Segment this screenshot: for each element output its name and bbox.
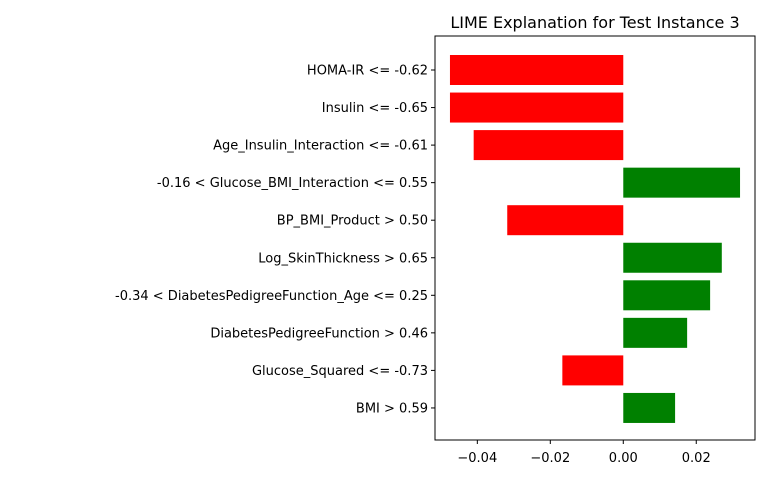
x-tick-label: 0.00 (609, 451, 638, 466)
bar (623, 392, 676, 423)
x-tick-label: −0.04 (457, 451, 497, 466)
y-tick-label: Age_Insulin_Interaction <= -0.61 (213, 139, 428, 154)
x-tick-label: 0.02 (682, 451, 711, 466)
axes: HOMA-IR <= -0.62 Insulin <= -0.65 Age_Insu… (115, 64, 711, 467)
y-tick-label: Glucose_Squared <= -0.73 (252, 364, 428, 379)
bar (473, 130, 624, 161)
bars-layer (449, 55, 741, 423)
bar (623, 167, 741, 198)
y-tick-label: Log_SkinThickness > 0.65 (258, 251, 428, 266)
x-tick-label: −0.02 (530, 451, 570, 466)
chart-title: LIME Explanation for Test Instance 3 (450, 13, 739, 32)
bar (507, 205, 624, 236)
y-tick-label: BP_BMI_Product > 0.50 (277, 214, 428, 229)
bar (562, 355, 624, 386)
plot-frame (434, 35, 756, 441)
y-tick-label: Insulin <= -0.65 (322, 101, 428, 116)
y-tick-label: -0.34 < DiabetesPedigreeFunction_Age <= … (115, 289, 428, 304)
y-tick-label: HOMA-IR <= -0.62 (307, 64, 428, 79)
bar (623, 280, 711, 311)
bar (449, 55, 624, 85)
y-tick-label: DiabetesPedigreeFunction > 0.46 (210, 326, 428, 341)
y-tick-label: BMI > 0.59 (356, 401, 428, 416)
bar (623, 242, 722, 273)
bar (449, 92, 624, 123)
y-tick-label: -0.16 < Glucose_BMI_Interaction <= 0.55 (157, 176, 428, 191)
bar (623, 317, 688, 348)
